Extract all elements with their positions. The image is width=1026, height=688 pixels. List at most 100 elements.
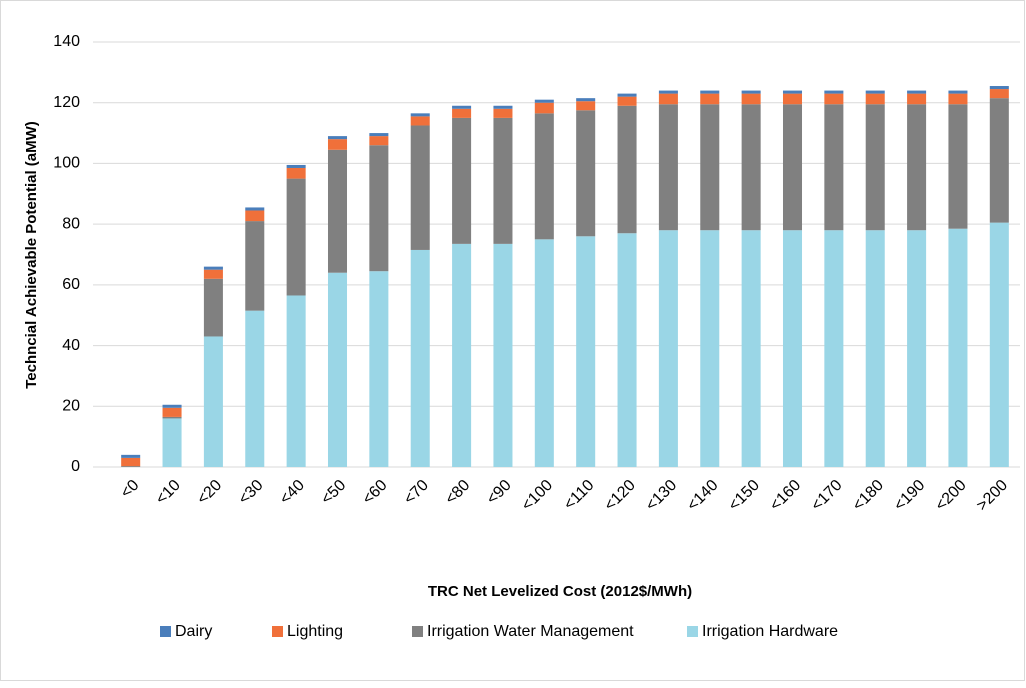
bar-segment: [948, 228, 968, 467]
bar-segment: [741, 230, 761, 467]
bar-segment: [989, 222, 1009, 467]
y-tick-label: 120: [53, 94, 80, 111]
bar-segment: [410, 249, 430, 467]
bar-segment: [410, 116, 430, 126]
y-tick-label: 60: [62, 276, 80, 293]
bar-segment: [327, 136, 348, 140]
bar-segment: [286, 295, 306, 467]
bar-segment: [700, 90, 720, 94]
bar-segment: [865, 93, 885, 105]
bar-segment: [824, 90, 844, 94]
legend-swatch: [687, 626, 698, 637]
bar-segment: [534, 113, 554, 240]
bar-segment: [410, 125, 430, 250]
bar-segment: [369, 136, 389, 146]
bar-segment: [700, 230, 720, 467]
bar-segment: [741, 90, 761, 94]
y-tick-label: 0: [71, 458, 80, 475]
bar-segment: [327, 149, 348, 273]
bar-segment: [576, 98, 596, 102]
bar-segment: [203, 336, 223, 467]
bar-segment: [700, 104, 720, 231]
bar-segment: [658, 230, 678, 467]
bar-segment: [782, 90, 803, 94]
bar-segment: [245, 207, 265, 211]
y-tick-label: 40: [62, 337, 80, 354]
bar-segment: [948, 93, 968, 105]
bar-segment: [493, 105, 513, 109]
bar-segment: [989, 89, 1009, 99]
bar-segment: [369, 145, 389, 272]
bar-segment: [907, 90, 927, 94]
bar-segment: [534, 239, 554, 467]
bar-segment: [162, 407, 182, 417]
bar-segment: [907, 104, 927, 231]
legend-swatch: [412, 626, 423, 637]
bar-segment: [493, 243, 513, 467]
bar-segment: [452, 108, 472, 118]
bar-segment: [741, 104, 761, 231]
bar-segment: [534, 99, 554, 103]
bar-segment: [493, 117, 513, 244]
bar-segment: [452, 105, 472, 109]
bar-segment: [576, 110, 596, 237]
bar-segment: [824, 104, 844, 231]
bar-segment: [203, 269, 223, 279]
bar-segment: [245, 210, 265, 222]
bar-segment: [617, 105, 637, 234]
bar-segment: [369, 133, 389, 137]
bar-segment: [617, 233, 637, 467]
bar-segment: [865, 104, 885, 231]
bar-segment: [741, 93, 761, 105]
bar-segment: [989, 86, 1009, 90]
bar-segment: [369, 271, 389, 467]
bar-segment: [576, 236, 596, 467]
bar-segment: [327, 272, 348, 467]
bar-segment: [534, 102, 554, 114]
bar-segment: [989, 98, 1009, 223]
bar-segment: [162, 404, 182, 408]
bar-segment: [782, 104, 803, 231]
bar-segment: [907, 93, 927, 105]
bar-segment: [658, 90, 678, 94]
y-tick-label: 140: [53, 33, 80, 50]
bar-segment: [286, 178, 306, 296]
bar-segment: [121, 457, 141, 467]
bar-segment: [162, 416, 182, 419]
legend-swatch: [160, 626, 171, 637]
x-axis-label: TRC Net Levelized Cost (2012$/MWh): [428, 583, 692, 600]
bar-segment: [617, 93, 637, 97]
bar-segment: [493, 108, 513, 118]
legend-label: Irrigation Hardware: [702, 623, 838, 640]
bar-segment: [576, 101, 596, 111]
bar-segment: [452, 243, 472, 467]
bar-segment: [782, 93, 803, 105]
bar-segment: [245, 221, 265, 311]
bar-segment: [121, 454, 141, 458]
bar-segment: [452, 117, 472, 244]
y-axis-label: Techncial Achievable Potential (aMW): [23, 121, 40, 389]
y-tick-label: 100: [53, 155, 80, 172]
bar-segment: [782, 230, 803, 467]
legend-label: Irrigation Water Management: [427, 623, 634, 640]
bar-segment: [824, 230, 844, 467]
y-tick-label: 20: [62, 398, 80, 415]
legend-swatch: [272, 626, 283, 637]
bar-segment: [700, 93, 720, 105]
y-tick-label: 80: [62, 215, 80, 232]
bar-segment: [286, 167, 306, 179]
bar-segment: [410, 113, 430, 117]
bar-segment: [824, 93, 844, 105]
bar-segment: [948, 90, 968, 94]
legend-label: Lighting: [287, 623, 343, 640]
bar-segment: [658, 93, 678, 105]
legend-label: Dairy: [175, 623, 212, 640]
bar-segment: [327, 139, 348, 150]
bar-segment: [121, 466, 141, 467]
bar-segment: [245, 310, 265, 467]
bar-segment: [865, 230, 885, 467]
bar-segment: [162, 418, 182, 467]
bar-segment: [907, 230, 927, 467]
